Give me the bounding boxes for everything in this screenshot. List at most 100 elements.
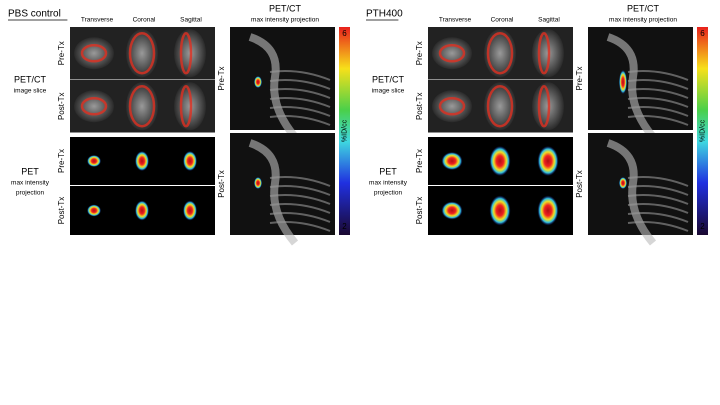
colorbar-min: 2 [342, 222, 347, 231]
mip-rib [269, 176, 331, 187]
row-tag: Post-Tx [415, 92, 424, 120]
panel-title: PTH400 [366, 9, 403, 20]
row-sublabel: max intensity [369, 180, 408, 187]
row-sublabel: image slice [372, 88, 405, 95]
mip-rib [627, 88, 689, 99]
pet-uptake [135, 200, 149, 221]
mip-rib [269, 106, 331, 117]
mip-skeleton [606, 33, 657, 140]
mip-rib [627, 70, 689, 81]
mip-rib [627, 115, 689, 126]
row-label: PET/CT [14, 74, 47, 84]
pet-uptake [183, 200, 197, 221]
colorbar-label: %ID/cc [699, 119, 706, 142]
mip-rib [627, 185, 689, 196]
row-sublabel: projection [16, 190, 45, 197]
pet-uptake [441, 152, 463, 170]
mip-rib [269, 212, 331, 223]
row-tag: Post-Tx [415, 197, 424, 225]
mip-row-tag: Post-Tx [575, 170, 584, 198]
mip-uptake [619, 70, 627, 94]
ct-uptake [128, 85, 156, 128]
panel-title: PBS control [8, 9, 61, 20]
ct-uptake [128, 32, 156, 75]
ct-uptake [179, 32, 193, 75]
ct-anatomy [126, 29, 158, 78]
row-label: PET/CT [372, 74, 405, 84]
ct-uptake [80, 97, 108, 116]
mip-skeleton [248, 33, 299, 140]
mip-subtitle: max intensity projection [251, 17, 319, 24]
mip-rib [627, 194, 689, 205]
pet-uptake [489, 195, 511, 226]
colorbar [339, 27, 350, 235]
ct-uptake [486, 85, 514, 128]
colorbar-max: 6 [342, 29, 347, 38]
ct-anatomy [432, 90, 472, 123]
mip-title: PET/CT [627, 3, 660, 13]
mip-rib [269, 203, 331, 214]
ct-uptake [537, 85, 551, 128]
row-tag: Pre-Tx [415, 41, 424, 65]
colorbar-min: 2 [700, 222, 705, 231]
mip-row-tag: Pre-Tx [575, 67, 584, 91]
ct-uptake [486, 32, 514, 75]
mip-rib [269, 185, 331, 196]
row-label: PET [21, 166, 39, 176]
ct-uptake [179, 85, 193, 128]
column-header: Transverse [81, 17, 114, 24]
mip-rib [627, 221, 689, 232]
pet-uptake [537, 146, 559, 176]
colorbar-max: 6 [700, 29, 705, 38]
ct-anatomy [484, 29, 516, 78]
mip-rib [627, 79, 689, 90]
mip-rib [269, 194, 331, 205]
row-sublabel: max intensity [11, 180, 50, 187]
row-sublabel: image slice [14, 88, 47, 95]
pet-uptake [135, 151, 149, 171]
column-header: Coronal [491, 17, 514, 24]
row-tag: Post-Tx [57, 92, 66, 120]
pet-uptake [441, 201, 463, 220]
row-label: PET [379, 166, 397, 176]
ct-anatomy [74, 90, 114, 123]
row-tag: Post-Tx [57, 197, 66, 225]
mip-title: PET/CT [269, 3, 302, 13]
mip-rib [627, 106, 689, 117]
pet-uptake [87, 155, 101, 167]
mip-rib [269, 221, 331, 232]
mip-rib [269, 70, 331, 81]
row-tag: Pre-Tx [415, 149, 424, 173]
mip-row-tag: Post-Tx [217, 170, 226, 198]
ct-uptake [438, 97, 466, 116]
column-header: Coronal [133, 17, 156, 24]
mip-row-tag: Pre-Tx [217, 67, 226, 91]
mip-rib [627, 97, 689, 108]
mip-rib [269, 115, 331, 126]
pet-uptake [183, 151, 197, 171]
mip-uptake [254, 76, 262, 88]
colorbar [697, 27, 708, 235]
mip-rib [627, 203, 689, 214]
column-header: Sagittal [180, 17, 202, 24]
row-tag: Pre-Tx [57, 41, 66, 65]
mip-rib [627, 176, 689, 187]
ct-uptake [438, 44, 466, 63]
mip-rib [627, 212, 689, 223]
mip-rib [269, 79, 331, 90]
pet-uptake [87, 204, 101, 217]
mip-rib [269, 97, 331, 108]
ct-anatomy [484, 82, 516, 131]
ct-anatomy [74, 37, 114, 70]
mip-skeleton [606, 139, 657, 246]
pet-uptake [537, 195, 559, 226]
mip-skeleton [248, 139, 299, 246]
column-header: Transverse [439, 17, 472, 24]
mip-rib [269, 88, 331, 99]
ct-anatomy [432, 37, 472, 70]
mip-uptake [619, 177, 627, 189]
ct-uptake [537, 32, 551, 75]
row-tag: Pre-Tx [57, 149, 66, 173]
column-header: Sagittal [538, 17, 560, 24]
